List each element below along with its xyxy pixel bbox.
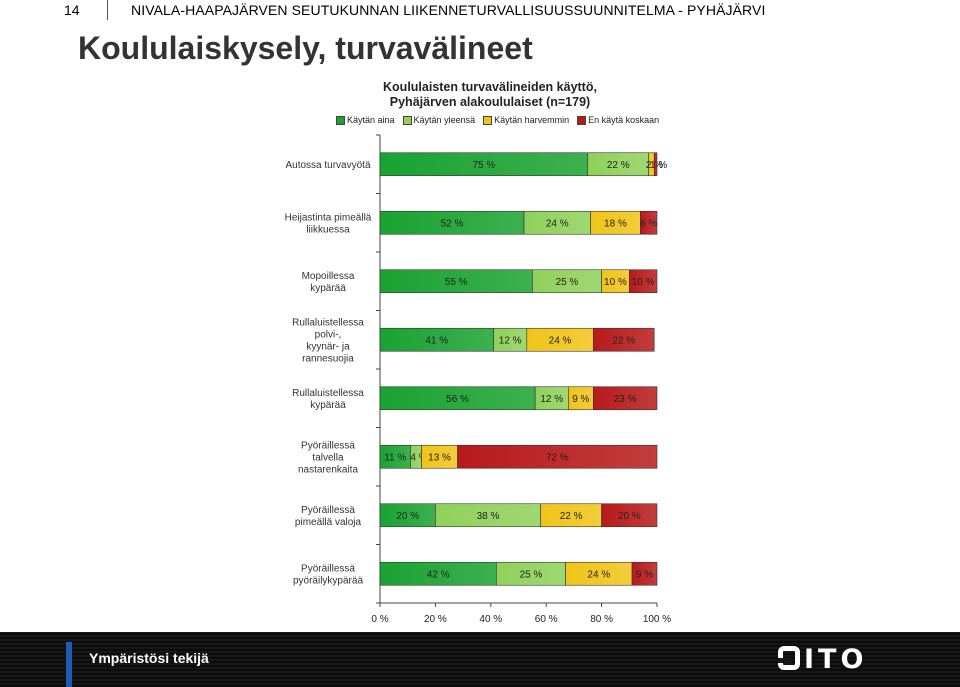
- category-label: nastarenkaita: [298, 464, 358, 475]
- data-label: 12 %: [499, 335, 522, 346]
- page-title: Koululaiskysely, turvavälineet: [78, 30, 533, 66]
- category-label: liikkuessa: [306, 224, 350, 235]
- data-label: 9 %: [636, 569, 653, 580]
- category-label: Rullaluistellessa: [292, 388, 364, 399]
- bar-segment-en-käytä-koskaan: [653, 152, 658, 177]
- data-label: 52 %: [441, 218, 464, 229]
- category-label: talvella: [312, 452, 344, 463]
- data-label: 72 %: [546, 452, 569, 463]
- data-label: 6 %: [640, 218, 657, 229]
- data-label: 1 %: [650, 160, 667, 171]
- data-label: 4 %: [410, 452, 427, 463]
- data-label: 13 %: [428, 452, 451, 463]
- category-label: rannesuojia: [302, 353, 354, 364]
- x-tick-label: 60 %: [535, 614, 558, 625]
- data-label: 75 %: [472, 160, 495, 171]
- category-label: Heijastinta pimeällä: [285, 212, 372, 223]
- x-tick-label: 40 %: [479, 614, 502, 625]
- data-label: 38 %: [477, 511, 500, 522]
- legend-swatch: [577, 115, 587, 125]
- header-divider: [107, 0, 108, 20]
- category-label: kypärää: [310, 400, 346, 411]
- data-label: 24 %: [546, 218, 569, 229]
- stacked-bar-chart: 0 % 20 % 40 % 60 % 80 % 100 % Autossa turvavyö…: [285, 134, 671, 625]
- bar-segment-en-käytä-koskaan: [592, 327, 655, 352]
- data-label: 9 %: [572, 394, 589, 405]
- legend-swatch: [336, 115, 345, 125]
- category-label: Mopoillessa: [302, 271, 355, 282]
- x-tick-label: 100 %: [643, 614, 671, 625]
- bar-segment-en-käytä-koskaan: [592, 386, 658, 411]
- legend-item: En käytä koskaan: [577, 115, 659, 125]
- data-label: 56 %: [446, 394, 469, 405]
- category-label: Pyöräillessä: [301, 563, 355, 574]
- bar-segment-en-käytä-koskaan: [631, 561, 658, 586]
- category-label: Rullaluistellessa: [292, 317, 364, 328]
- legend-item: Käytän yleensä: [402, 115, 476, 125]
- data-label: 23 %: [614, 394, 637, 405]
- legend-swatch: [402, 115, 412, 125]
- bar-segment-en-käytä-koskaan: [457, 444, 658, 469]
- data-label: 42 %: [427, 569, 450, 580]
- footer-bar: Ympäristösi tekijä ITO: [0, 632, 960, 687]
- data-label: 25 %: [556, 277, 579, 288]
- legend-label: Käytän aina: [347, 115, 395, 125]
- footer-slogan: Ympäristösi tekijä: [89, 650, 209, 666]
- x-tick-label: 0 %: [371, 614, 388, 625]
- legend-item: Käytän harvemmin: [483, 115, 569, 125]
- x-tick-label: 80 %: [590, 614, 613, 625]
- bar-segment-en-käytä-koskaan: [601, 503, 658, 528]
- data-label: 11 %: [384, 452, 406, 463]
- category-label: pimeällä valoja: [295, 517, 362, 528]
- data-label: 10 %: [604, 277, 627, 288]
- data-label: 24 %: [549, 335, 572, 346]
- chart-title-line-1: Koululaisten turvavälineiden käyttö,: [383, 80, 597, 94]
- page-header: 14 NIVALA-HAAPAJÄRVEN SEUTUKUNNAN LIIKEN…: [0, 0, 960, 24]
- bar-segment-en-käytä-koskaan: [640, 210, 658, 235]
- data-label: 24 %: [587, 569, 610, 580]
- data-label: 20 %: [618, 511, 641, 522]
- data-label: 22 %: [560, 511, 583, 522]
- chart-title-line-2: Pyhäjärven alakoululaiset (n=179): [389, 95, 591, 109]
- category-label: kypärää: [310, 283, 346, 294]
- document-title: NIVALA-HAAPAJÄRVEN SEUTUKUNNAN LIIKENNET…: [131, 2, 766, 18]
- data-label: 12 %: [540, 394, 563, 405]
- page-number: 14: [64, 2, 80, 18]
- data-label: 25 %: [520, 569, 543, 580]
- data-label: 55 %: [445, 277, 468, 288]
- data-label: 10 %: [632, 277, 655, 288]
- sito-logo: ITO: [778, 644, 867, 675]
- data-label: 20 %: [396, 511, 419, 522]
- legend-label: Käytän yleensä: [413, 115, 476, 125]
- category-label: pyöräilykypärää: [293, 575, 363, 586]
- legend-item: Käytän aina: [336, 115, 395, 125]
- legend-swatch: [483, 115, 493, 125]
- legend-label: Käytän harvemmin: [494, 115, 570, 125]
- data-label: 41 %: [425, 335, 448, 346]
- category-label: Pyöräillessä: [301, 440, 355, 451]
- footer-accent-stripe: [66, 642, 72, 687]
- x-tick-label: 20 %: [424, 614, 447, 625]
- data-label: 22 %: [612, 335, 635, 346]
- legend-label: En käytä koskaan: [588, 115, 660, 125]
- category-label: kyynär- ja: [306, 341, 350, 352]
- category-label: polvi-,: [315, 329, 342, 340]
- data-label: 22 %: [607, 160, 630, 171]
- data-label: 18 %: [604, 218, 627, 229]
- chart-legend: Käytän aina Käytän yleensä Käytän harvemmi…: [336, 115, 659, 125]
- bar-segment-en-käytä-koskaan: [628, 269, 658, 294]
- category-label: Pyöräillessä: [301, 505, 355, 516]
- category-label: Autossa turvavyötä: [285, 160, 370, 171]
- sito-logo-mark-icon: [778, 646, 800, 670]
